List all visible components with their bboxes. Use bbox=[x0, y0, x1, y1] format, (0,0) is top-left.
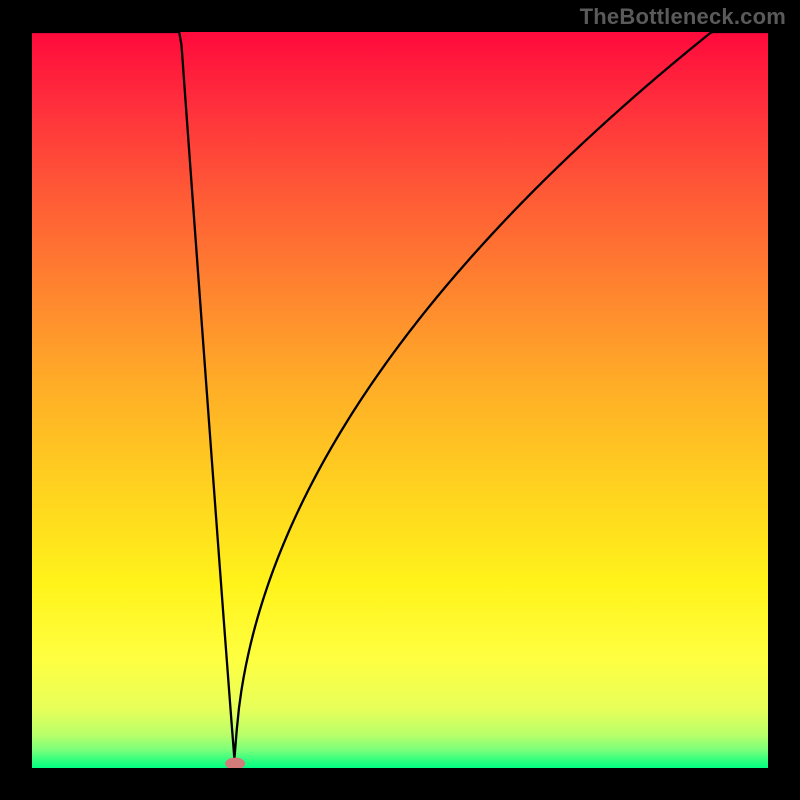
gradient-background bbox=[32, 32, 768, 768]
watermark-text: TheBottleneck.com bbox=[580, 4, 786, 30]
plot-frame bbox=[32, 32, 768, 768]
plot-svg bbox=[32, 32, 768, 768]
